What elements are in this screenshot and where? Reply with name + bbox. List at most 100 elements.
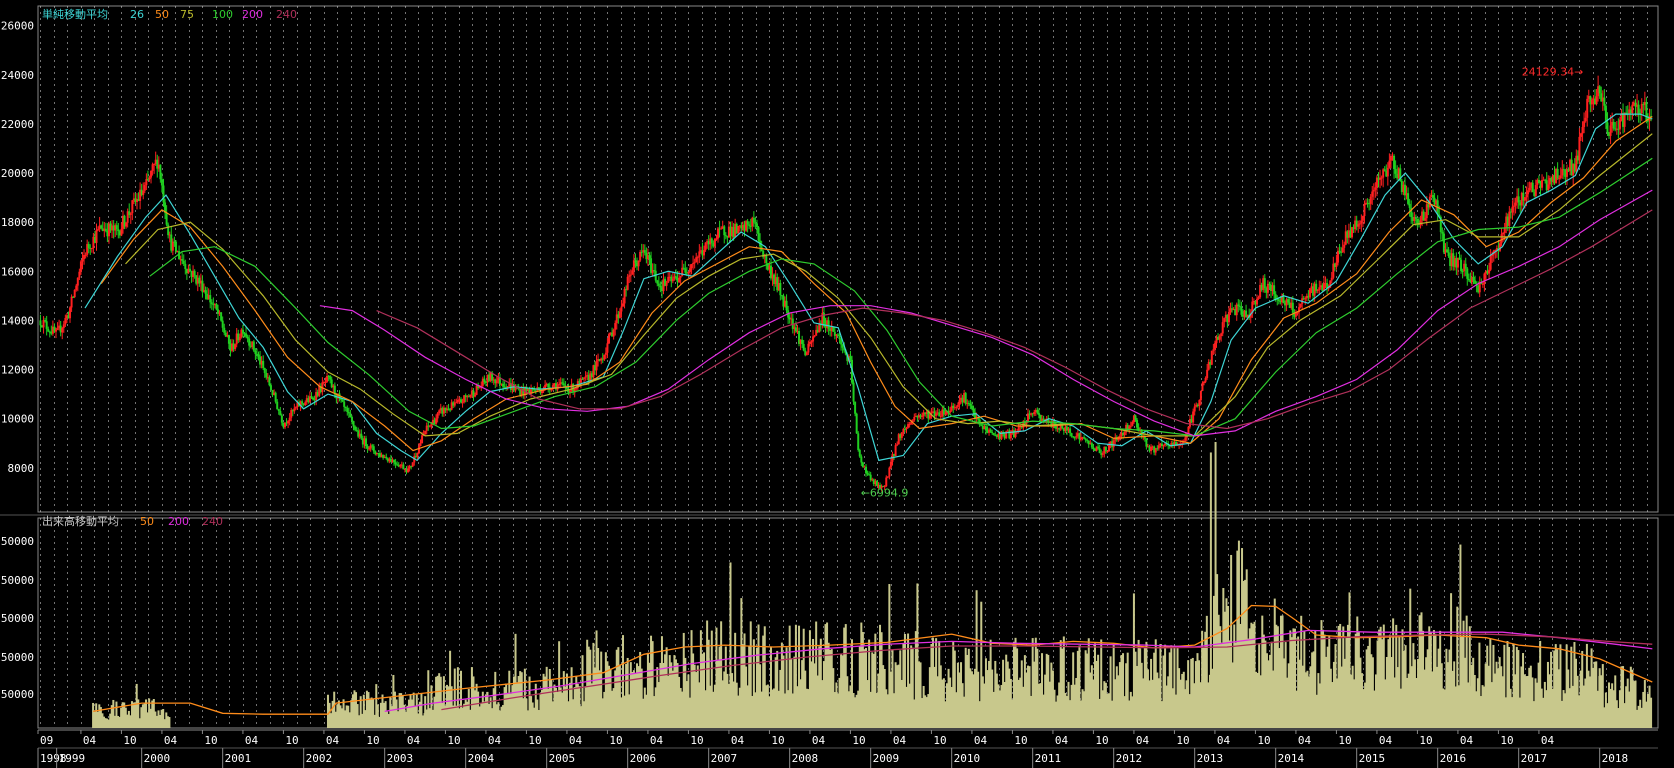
candle-body <box>562 383 565 386</box>
volume-bar <box>1154 639 1157 728</box>
time-axis-month-label: 04 <box>812 734 826 747</box>
candle-body <box>248 338 251 346</box>
volume-bar <box>1262 634 1265 728</box>
volume-bar <box>1002 659 1005 728</box>
time-axis-month-label: 04 <box>569 734 583 747</box>
candle-body <box>458 399 461 401</box>
candle-body <box>687 271 690 274</box>
candle-body <box>794 327 797 332</box>
candle-body <box>354 426 357 430</box>
candle-body <box>835 334 838 336</box>
candle-body <box>865 466 868 474</box>
candle-body <box>1402 184 1405 192</box>
candle-body <box>715 238 718 240</box>
volume-bar <box>609 668 612 728</box>
candle-body <box>1403 184 1406 196</box>
volume-bar <box>1511 697 1514 728</box>
candle-body <box>1472 276 1475 281</box>
candle-body <box>484 382 487 384</box>
candle-body <box>363 438 366 445</box>
candle-body <box>502 383 505 387</box>
candle-body <box>685 272 688 274</box>
candle-body <box>349 413 352 418</box>
volume-bar <box>358 715 361 728</box>
volume-bar <box>1270 641 1273 728</box>
volume-bar <box>1123 696 1126 728</box>
volume-bar <box>933 666 936 728</box>
volume-bar <box>991 669 994 728</box>
volume-bar <box>455 705 458 728</box>
volume-bar <box>464 699 467 728</box>
volume-bar <box>1640 707 1643 728</box>
candle-body <box>1464 263 1467 269</box>
volume-bar <box>1317 673 1320 728</box>
candle-body <box>581 378 584 380</box>
candle-body <box>1525 194 1528 198</box>
candle-body <box>871 479 874 481</box>
candle-body <box>858 449 861 457</box>
volume-bar <box>356 704 359 728</box>
volume-bar <box>595 630 598 728</box>
candle-body <box>763 255 766 258</box>
volume-bar <box>1104 682 1107 728</box>
candle-body <box>704 242 707 251</box>
volume-bar <box>667 675 670 728</box>
candle-body <box>612 329 615 337</box>
candle-body <box>220 312 223 321</box>
volume-bar <box>1312 651 1315 728</box>
candle-body <box>1502 232 1505 235</box>
volume-bar <box>1156 672 1159 728</box>
candle-body <box>1636 104 1639 107</box>
candle-body <box>83 255 86 260</box>
candle-body <box>1308 288 1311 298</box>
candle-body <box>1553 175 1556 184</box>
volume-bar <box>1595 661 1598 728</box>
candle-body <box>259 356 262 365</box>
volume-bar <box>431 709 434 728</box>
volume-bar <box>953 650 956 728</box>
volume-bar <box>1410 666 1413 728</box>
volume-bar <box>348 712 351 728</box>
volume-bar <box>836 693 839 728</box>
candle-body <box>656 280 659 284</box>
candle-body <box>201 280 204 293</box>
volume-bar <box>1273 598 1276 728</box>
volume-bar <box>745 666 748 728</box>
low-annotation: ←6994.9 <box>861 487 909 500</box>
volume-bar <box>1362 689 1365 728</box>
volume-bar <box>548 669 551 728</box>
time-axis-month-label: 10 <box>1014 734 1027 747</box>
volume-bar <box>1636 709 1639 728</box>
candle-body <box>316 392 319 396</box>
volume-bar <box>528 676 531 728</box>
volume-bar <box>684 657 687 728</box>
volume-bar <box>858 645 861 728</box>
volume-bar <box>1585 643 1588 728</box>
volume-bar <box>1432 630 1435 728</box>
volume-bar <box>583 701 586 728</box>
candle-body <box>1368 203 1371 205</box>
volume-bar <box>699 630 702 728</box>
candle-body <box>1579 133 1582 137</box>
candle-body <box>1531 182 1534 193</box>
candle-body <box>1460 259 1463 271</box>
candle-body <box>593 365 596 371</box>
volume-bar <box>861 632 864 728</box>
candle-body <box>1416 218 1419 224</box>
candle-body <box>963 393 966 403</box>
volume-bar <box>1053 689 1056 728</box>
candle-body <box>583 377 586 379</box>
candle-body <box>1366 202 1369 204</box>
volume-bar <box>386 711 389 728</box>
candle-body <box>745 221 748 231</box>
volume-bar <box>678 676 681 728</box>
volume-bar <box>166 716 169 728</box>
volume-bar <box>618 665 621 728</box>
volume-bar <box>757 624 760 728</box>
volume-bar <box>1406 677 1409 728</box>
candle-body <box>1324 283 1327 285</box>
volume-bar <box>1106 693 1109 728</box>
candle-body <box>1310 286 1313 289</box>
candle-body <box>1584 117 1587 122</box>
